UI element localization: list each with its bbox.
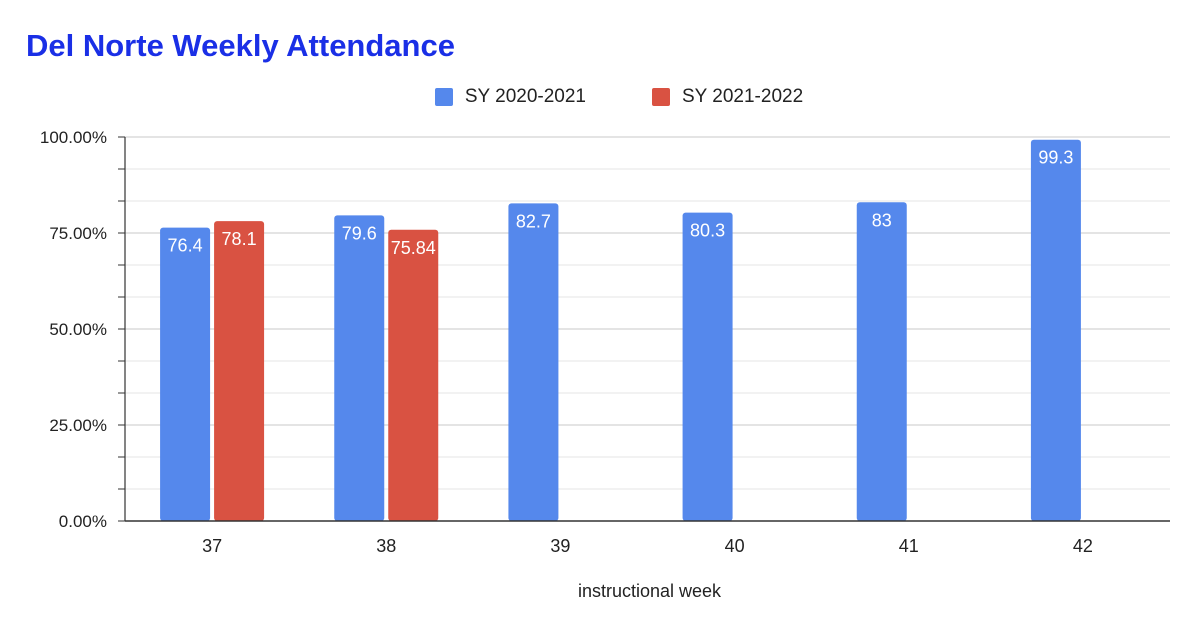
legend-swatch-series-2	[652, 88, 670, 106]
bar-series-1	[334, 215, 385, 521]
x-tick-label: 40	[725, 536, 745, 556]
bar-value-label: 80.3	[690, 221, 725, 241]
chart-title: Del Norte Weekly Attendance	[26, 28, 455, 63]
bar-series-1	[856, 202, 907, 521]
bar-series-2	[214, 221, 265, 521]
y-tick-label: 0.00%	[59, 512, 107, 531]
x-tick-label: 37	[202, 536, 222, 556]
bar-value-label: 78.1	[222, 229, 257, 249]
x-tick-label: 42	[1073, 536, 1093, 556]
x-axis-title: instructional week	[578, 581, 722, 601]
x-tick-label: 41	[899, 536, 919, 556]
bar-series-1	[160, 227, 211, 521]
bar-value-label: 79.6	[342, 223, 377, 243]
legend-swatch-series-1	[434, 88, 453, 106]
x-tick-label: 39	[550, 536, 570, 556]
bar-value-label: 99.3	[1038, 148, 1073, 168]
bar-series-1	[682, 212, 733, 521]
x-tick-label: 38	[376, 536, 396, 556]
bar-series-1	[508, 203, 559, 521]
bar-series-1	[1030, 139, 1081, 522]
bar-value-label: 83	[872, 210, 892, 230]
legend-label-series-1: SY 2020-2021	[464, 86, 586, 107]
bar-series-2	[388, 229, 439, 521]
bar-value-label: 76.4	[168, 236, 203, 256]
bar-value-label: 82.7	[516, 211, 551, 231]
y-tick-label: 100.00%	[40, 128, 107, 147]
legend-label-series-2: SY 2021-2022	[682, 86, 804, 107]
legend: SY 2020-2021 SY 2021-2022	[0, 84, 1200, 110]
bar-value-label: 75.84	[391, 238, 436, 258]
y-tick-label: 50.00%	[49, 320, 107, 339]
legend-item-series-1: SY 2020-2021	[397, 86, 586, 108]
legend-item-series-2: SY 2021-2022	[614, 86, 803, 108]
y-tick-label: 25.00%	[49, 416, 107, 435]
y-tick-label: 75.00%	[49, 224, 107, 243]
